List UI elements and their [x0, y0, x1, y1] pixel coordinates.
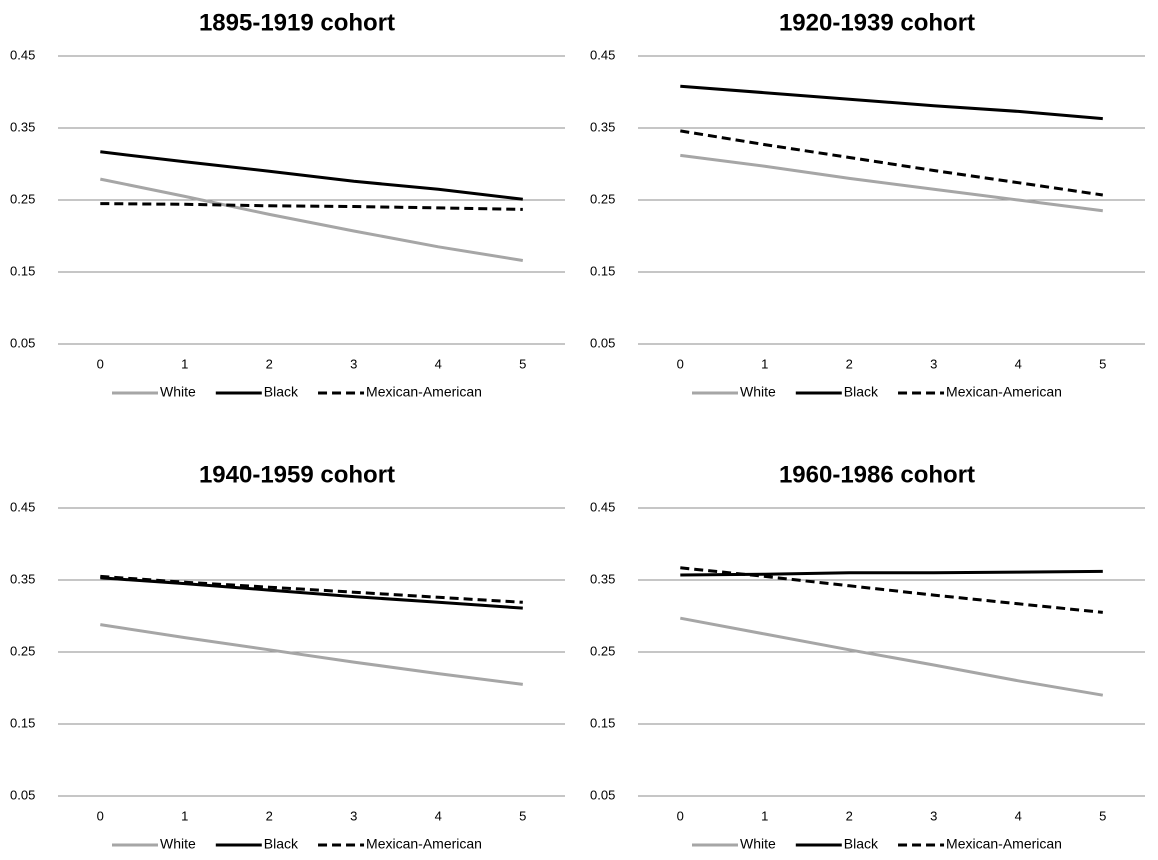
series-line — [100, 576, 523, 610]
y-tick-label: 0.25 — [10, 191, 35, 206]
chart-panel: 1920-1939 cohort 0.05 0.15 0.25 0.35 0.45 0 1 2 3… — [590, 9, 1145, 400]
x-tick-label: 3 — [350, 808, 357, 823]
legend-label: White — [160, 836, 196, 852]
x-tick-label: 2 — [266, 808, 273, 823]
y-tick-label: 0.05 — [10, 335, 35, 350]
legend-label: White — [740, 384, 776, 400]
y-tick-label: 0.45 — [10, 499, 35, 514]
y-tick-label: 0.25 — [590, 191, 615, 206]
series-line — [680, 84, 1103, 121]
x-tick-label: 5 — [1099, 356, 1106, 371]
y-tick-label: 0.45 — [590, 499, 615, 514]
chart-panel: 1895-1919 cohort 0.05 0.15 0.25 0.35 0.45 0 1 2 3… — [10, 9, 565, 400]
series-line — [680, 616, 1104, 697]
x-tick-label: 1 — [181, 356, 188, 371]
x-tick-label: 4 — [1015, 356, 1022, 371]
x-tick-label: 0 — [677, 808, 684, 823]
chart-panel: 1960-1986 cohort 0.05 0.15 0.25 0.35 0.45 0 1 2 3… — [590, 461, 1145, 852]
x-tick-label: 2 — [846, 356, 853, 371]
x-tick-label: 0 — [97, 808, 104, 823]
series-line — [100, 623, 523, 686]
legend-label: Black — [844, 836, 879, 852]
y-tick-label: 0.05 — [590, 787, 615, 802]
legend: White Black Mexican-American — [692, 836, 1062, 852]
x-tick-label: 2 — [846, 808, 853, 823]
y-tick-label: 0.15 — [10, 263, 35, 278]
legend-label: Mexican-American — [946, 384, 1062, 400]
chart-title: 1960-1986 cohort — [779, 461, 975, 488]
y-tick-label: 0.35 — [590, 571, 615, 586]
y-tick-label: 0.25 — [10, 643, 35, 658]
x-tick-label: 3 — [350, 356, 357, 371]
legend: White Black Mexican-American — [692, 384, 1062, 400]
x-tick-label: 0 — [97, 356, 104, 371]
y-tick-label: 0.35 — [10, 571, 35, 586]
legend-label: White — [740, 836, 776, 852]
legend: White Black Mexican-American — [112, 836, 482, 852]
legend-label: Black — [844, 384, 879, 400]
series-line — [680, 566, 1103, 614]
x-tick-label: 4 — [435, 808, 442, 823]
y-tick-label: 0.25 — [590, 643, 615, 658]
x-tick-label: 5 — [519, 808, 526, 823]
chart-panel: 1940-1959 cohort 0.05 0.15 0.25 0.35 0.45 0 1 2 3… — [10, 461, 565, 852]
legend-label: Mexican-American — [946, 836, 1062, 852]
series-line — [680, 129, 1104, 197]
y-tick-label: 0.15 — [590, 263, 615, 278]
x-tick-label: 4 — [435, 356, 442, 371]
y-tick-label: 0.35 — [590, 119, 615, 134]
series-line — [99, 177, 524, 262]
chart-title: 1895-1919 cohort — [199, 9, 395, 36]
y-tick-label: 0.15 — [590, 715, 615, 730]
series-line — [680, 153, 1103, 213]
series-line — [100, 150, 523, 201]
y-tick-label: 0.05 — [590, 335, 615, 350]
x-tick-label: 5 — [519, 356, 526, 371]
x-tick-label: 3 — [930, 356, 937, 371]
y-tick-label: 0.45 — [590, 47, 615, 62]
y-tick-label: 0.35 — [10, 119, 35, 134]
chart-title: 1940-1959 cohort — [199, 461, 395, 488]
legend-label: Mexican-American — [366, 836, 482, 852]
x-tick-label: 1 — [181, 808, 188, 823]
series-line — [100, 202, 523, 211]
legend-label: White — [160, 384, 196, 400]
legend-label: Black — [264, 384, 299, 400]
x-tick-label: 1 — [761, 808, 768, 823]
legend-label: Black — [264, 836, 299, 852]
series-line — [100, 574, 523, 604]
legend: White Black Mexican-American — [112, 384, 482, 400]
y-tick-label: 0.15 — [10, 715, 35, 730]
legend-label: Mexican-American — [366, 384, 482, 400]
x-tick-label: 4 — [1015, 808, 1022, 823]
x-tick-label: 1 — [761, 356, 768, 371]
y-tick-label: 0.05 — [10, 787, 35, 802]
x-tick-label: 5 — [1099, 808, 1106, 823]
x-tick-label: 2 — [266, 356, 273, 371]
chart-title: 1920-1939 cohort — [779, 9, 975, 36]
x-tick-label: 3 — [930, 808, 937, 823]
y-tick-label: 0.45 — [10, 47, 35, 62]
x-tick-label: 0 — [677, 356, 684, 371]
